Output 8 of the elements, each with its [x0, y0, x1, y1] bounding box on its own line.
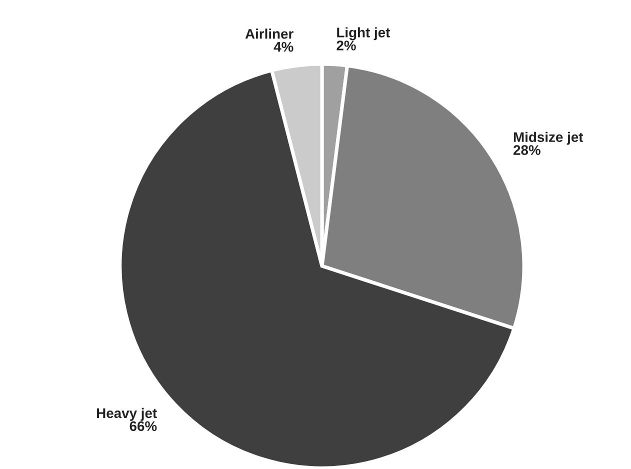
slice-label: Light jet [337, 27, 390, 40]
data-label: 4% [274, 42, 294, 52]
slice-label: Midsize jet [514, 132, 584, 145]
data-label: 2% [336, 40, 356, 50]
data-label: 28% [514, 145, 540, 155]
slice-label: Heavy jet [97, 408, 157, 421]
slice-label: Airliner [245, 28, 294, 39]
data-label: 66% [130, 421, 157, 432]
